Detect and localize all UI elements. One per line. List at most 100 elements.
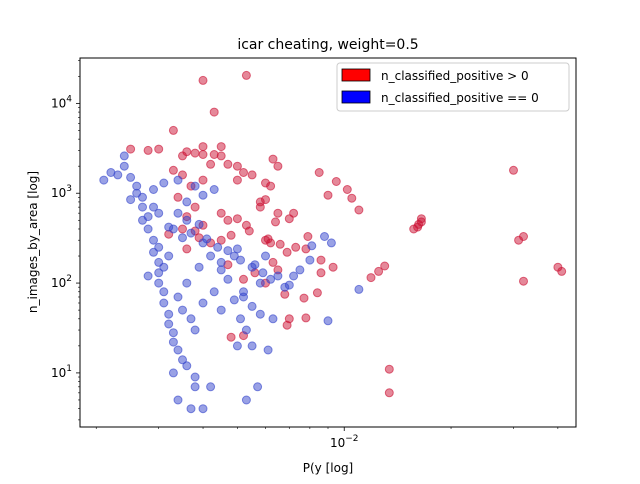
point-zero bbox=[232, 341, 242, 351]
point-zero bbox=[173, 395, 183, 405]
point-positive bbox=[273, 208, 283, 218]
point-positive bbox=[232, 175, 242, 185]
point-zero bbox=[173, 345, 183, 355]
y-tick-label: 104 bbox=[51, 94, 72, 110]
point-positive bbox=[198, 142, 208, 152]
point-zero bbox=[190, 372, 200, 382]
legend-label-zero: n_classified_positive == 0 bbox=[381, 91, 539, 105]
point-zero bbox=[119, 161, 129, 171]
point-zero bbox=[241, 325, 251, 335]
point-zero bbox=[247, 301, 257, 311]
point-positive bbox=[216, 142, 226, 152]
point-positive bbox=[380, 261, 390, 271]
point-zero bbox=[132, 188, 142, 198]
point-zero bbox=[241, 395, 251, 405]
point-zero bbox=[182, 278, 192, 288]
point-positive bbox=[223, 215, 233, 225]
point-positive bbox=[216, 208, 226, 218]
legend-box bbox=[336, 62, 570, 112]
point-zero bbox=[216, 305, 226, 315]
point-zero bbox=[223, 274, 233, 284]
legend: n_classified_positive > 0 n_classified_p… bbox=[336, 62, 570, 112]
point-positive bbox=[232, 161, 242, 171]
point-positive bbox=[198, 150, 208, 159]
point-zero bbox=[149, 202, 158, 212]
point-zero bbox=[202, 234, 212, 244]
point-zero bbox=[143, 271, 153, 281]
point-positive bbox=[239, 168, 248, 177]
point-positive bbox=[328, 262, 338, 272]
point-positive bbox=[143, 145, 153, 155]
point-zero bbox=[323, 316, 333, 326]
point-positive bbox=[168, 165, 178, 175]
point-zero bbox=[216, 257, 226, 267]
point-zero bbox=[295, 265, 305, 275]
point-positive bbox=[316, 268, 326, 278]
point-zero bbox=[229, 251, 239, 261]
point-zero bbox=[164, 319, 174, 329]
point-zero bbox=[255, 309, 265, 319]
point-positive bbox=[232, 214, 242, 224]
point-zero bbox=[106, 168, 116, 177]
point-positive bbox=[266, 181, 276, 191]
point-zero bbox=[143, 224, 153, 234]
point-zero bbox=[194, 219, 204, 229]
point-zero bbox=[190, 325, 200, 335]
point-zero bbox=[354, 284, 364, 294]
point-positive bbox=[154, 144, 164, 154]
point-zero bbox=[198, 298, 208, 308]
x-axis-label: P(y [log] bbox=[303, 461, 354, 475]
point-zero bbox=[236, 255, 245, 265]
point-zero bbox=[154, 242, 164, 252]
point-zero bbox=[206, 251, 216, 261]
point-zero bbox=[182, 215, 192, 225]
point-zero bbox=[154, 268, 164, 278]
point-zero bbox=[261, 251, 270, 261]
point-zero bbox=[198, 404, 208, 414]
point-zero bbox=[168, 328, 178, 338]
point-positive bbox=[209, 107, 219, 117]
point-positive bbox=[557, 266, 567, 276]
point-zero bbox=[149, 235, 158, 245]
point-positive bbox=[223, 159, 233, 169]
legend-label-positive: n_classified_positive > 0 bbox=[381, 69, 529, 83]
x-tick-label: 10−2 bbox=[330, 434, 359, 450]
point-positive bbox=[190, 202, 200, 212]
point-positive bbox=[173, 192, 183, 202]
point-zero bbox=[209, 185, 219, 194]
point-zero bbox=[198, 190, 208, 200]
point-positive bbox=[273, 161, 283, 171]
point-zero bbox=[126, 195, 136, 205]
point-zero bbox=[223, 246, 233, 256]
point-positive bbox=[301, 313, 311, 323]
point-zero bbox=[178, 233, 187, 243]
point-zero bbox=[326, 238, 336, 248]
point-zero bbox=[213, 242, 223, 252]
legend-swatch-zero bbox=[341, 90, 371, 104]
point-positive bbox=[226, 230, 236, 240]
point-zero bbox=[182, 361, 192, 371]
point-zero bbox=[190, 382, 200, 392]
point-positive bbox=[282, 320, 292, 330]
point-zero bbox=[194, 262, 204, 272]
point-positive bbox=[282, 247, 292, 257]
point-zero bbox=[119, 151, 129, 161]
point-zero bbox=[239, 287, 248, 297]
point-positive bbox=[226, 332, 236, 342]
point-positive bbox=[314, 168, 324, 177]
point-positive bbox=[374, 266, 384, 276]
point-positive bbox=[266, 238, 276, 248]
point-zero bbox=[164, 251, 174, 261]
point-zero bbox=[159, 298, 169, 308]
point-zero bbox=[154, 208, 164, 218]
point-zero bbox=[159, 262, 169, 272]
point-positive bbox=[126, 144, 136, 154]
point-positive bbox=[384, 364, 394, 374]
point-positive bbox=[190, 148, 200, 158]
point-zero bbox=[229, 295, 239, 305]
point-zero bbox=[154, 278, 164, 288]
point-zero bbox=[159, 178, 169, 188]
point-positive bbox=[316, 255, 326, 265]
point-zero bbox=[164, 309, 174, 319]
legend-swatch-positive bbox=[341, 68, 371, 82]
